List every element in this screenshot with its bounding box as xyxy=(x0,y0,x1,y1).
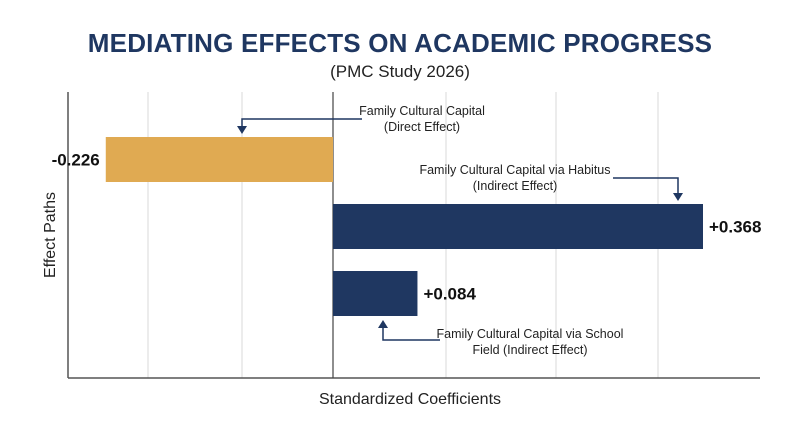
bars-group xyxy=(105,137,703,316)
value-labels-group: -0.226 +0.368 +0.084 xyxy=(52,151,762,304)
bar-value-label: +0.084 xyxy=(423,285,476,304)
annotation-connector xyxy=(241,118,362,126)
annotation-connector xyxy=(613,177,679,193)
arrowhead xyxy=(673,193,683,201)
bar xyxy=(333,204,703,249)
arrowhead xyxy=(378,320,388,328)
chart-subtitle: (PMC Study 2026) xyxy=(330,62,470,81)
annotation-text: Family Cultural Capital via School xyxy=(437,327,624,341)
y-axis-title: Effect Paths xyxy=(42,192,59,278)
annotations-group: Family Cultural Capital (Direct Effect) Fa… xyxy=(237,104,683,357)
annotation-connector xyxy=(382,328,440,341)
bar xyxy=(333,271,418,316)
bar-value-label: -0.226 xyxy=(52,151,100,170)
bar-value-label: +0.368 xyxy=(709,218,761,237)
annotation-text: (Direct Effect) xyxy=(384,120,460,134)
arrowhead xyxy=(237,126,247,134)
annotation-text: (Indirect Effect) xyxy=(473,179,558,193)
annotation-text: Family Cultural Capital via Habitus xyxy=(419,163,610,177)
x-axis-title: Standardized Coefficients xyxy=(319,391,501,408)
annotation-text: Field (Indirect Effect) xyxy=(472,343,587,357)
chart-title: MEDIATING EFFECTS ON ACADEMIC PROGRESS xyxy=(87,28,713,58)
annotation-text: Family Cultural Capital xyxy=(359,104,485,118)
bar xyxy=(105,137,334,182)
